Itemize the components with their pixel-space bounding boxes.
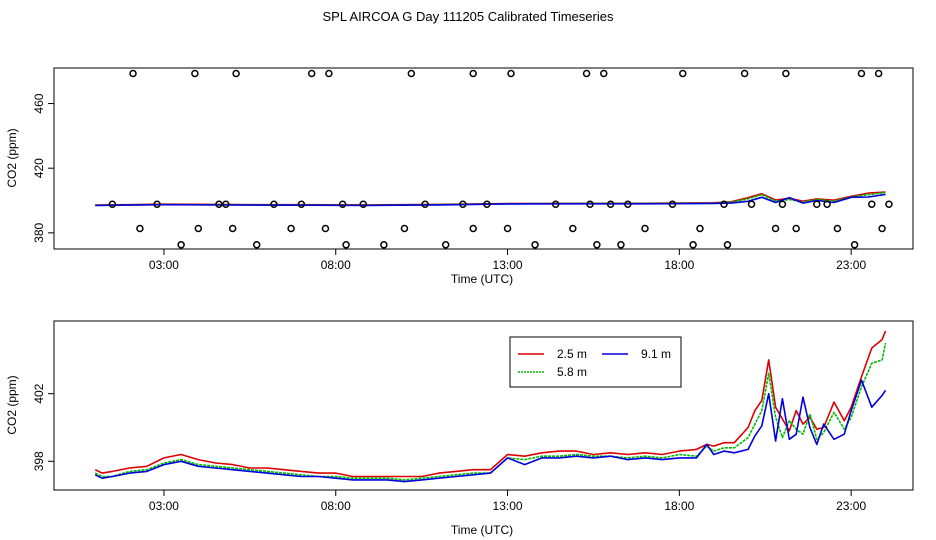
calibration-point xyxy=(792,224,800,233)
calibration-point xyxy=(624,200,632,208)
calibration-point-high xyxy=(469,69,477,78)
calibration-point xyxy=(228,224,237,233)
calibration-point xyxy=(593,241,601,249)
calibration-point-high xyxy=(782,69,790,78)
calibration-point xyxy=(483,200,491,208)
calibration-point xyxy=(833,224,842,233)
calibration-point xyxy=(696,224,704,233)
calibration-point xyxy=(668,200,677,208)
calibration-point xyxy=(503,224,512,233)
bottom-series-line-9-1-m xyxy=(94,379,887,483)
calibration-point xyxy=(813,200,821,208)
calibration-point xyxy=(287,224,295,233)
bottom-x-tick-label: 23:00 xyxy=(836,499,866,513)
legend-box xyxy=(509,336,682,388)
top-x-tick-label: 08:00 xyxy=(321,258,351,272)
bottom-plot-frame xyxy=(53,320,914,491)
top-plot-marks: 03:00 08:00 13:00 18:00 23:00 380 420 460 xyxy=(32,69,893,272)
bottom-x-tick-label: 18:00 xyxy=(664,499,694,513)
top-y-axis-label: CO2 (ppm) xyxy=(5,128,19,187)
calibration-point xyxy=(720,200,728,208)
calibration-point xyxy=(878,224,886,233)
calibration-point xyxy=(606,200,615,208)
calibration-point xyxy=(569,224,577,233)
legend-label-5-8m: 5.8 m xyxy=(557,365,587,379)
calibration-point xyxy=(321,224,330,233)
calibration-point-high xyxy=(232,69,240,78)
bottom-x-tick-label: 13:00 xyxy=(493,499,523,513)
top-x-tick-label: 13:00 xyxy=(493,258,523,272)
top-y-tick-label: 380 xyxy=(32,223,46,243)
calibration-point xyxy=(723,241,732,249)
calibration-point-high xyxy=(740,69,749,78)
bottom-series-line-2-5-m xyxy=(94,330,887,478)
top-y-tick-label: 460 xyxy=(32,93,46,113)
calibration-point-high xyxy=(325,69,333,78)
legend-label-9-1m: 9.1 m xyxy=(641,347,671,361)
calibration-point xyxy=(747,200,756,208)
calibration-point xyxy=(689,241,697,249)
calibration-point xyxy=(270,200,278,208)
chart-title: SPL AIRCOA G Day 111205 Calibrated Times… xyxy=(322,9,614,24)
top-x-tick-label: 03:00 xyxy=(149,258,179,272)
calibration-point xyxy=(400,224,409,233)
top-plot-frame xyxy=(53,67,914,250)
calibration-point xyxy=(108,200,117,208)
calibration-point xyxy=(359,200,367,208)
calibration-point xyxy=(380,241,388,249)
calibration-point xyxy=(469,224,477,233)
calibration-point xyxy=(194,224,203,233)
calibration-point-high xyxy=(874,69,883,78)
calibration-point xyxy=(297,200,306,208)
calibration-point-high xyxy=(307,69,316,78)
calibration-point xyxy=(778,200,787,208)
bottom-x-axis-label: Time (UTC) xyxy=(451,523,513,537)
calibration-point xyxy=(885,200,893,208)
calibration-point xyxy=(177,241,185,249)
calibration-point xyxy=(823,200,831,208)
calibration-point xyxy=(551,200,560,208)
calibration-point xyxy=(342,241,350,249)
legend-label-2-5m: 2.5 m xyxy=(557,347,587,361)
calibration-point-high xyxy=(507,69,515,78)
legend: 2.5 m 5.8 m 9.1 m xyxy=(509,336,682,388)
calibration-point xyxy=(136,224,144,233)
calibration-point xyxy=(641,224,649,233)
calibration-point xyxy=(153,200,161,208)
calibration-point xyxy=(222,200,230,208)
calibration-point xyxy=(868,200,876,208)
calibration-point xyxy=(421,200,429,208)
calibration-point xyxy=(586,200,594,208)
calibration-point-high xyxy=(600,69,608,78)
calibration-point xyxy=(531,241,539,249)
calibration-point xyxy=(459,200,467,208)
bottom-x-tick-label: 08:00 xyxy=(321,499,351,513)
calibration-point xyxy=(441,241,450,249)
calibration-point xyxy=(771,224,780,233)
top-x-axis-label: Time (UTC) xyxy=(451,272,513,286)
calibration-point-high xyxy=(679,69,687,78)
calibration-point xyxy=(850,241,859,249)
top-y-tick-label: 420 xyxy=(32,158,46,178)
calibration-point xyxy=(617,241,625,249)
calibration-point-high xyxy=(129,69,137,78)
top-x-tick-label: 23:00 xyxy=(836,258,866,272)
calibration-point-high xyxy=(857,69,866,78)
calibration-point-high xyxy=(407,69,416,78)
bottom-series-line-5-8-m xyxy=(94,342,887,481)
bottom-y-axis-label: CO2 (ppm) xyxy=(5,375,19,434)
bottom-y-tick-label: 398 xyxy=(32,451,46,471)
bottom-x-tick-label: 03:00 xyxy=(149,499,179,513)
calibration-point-high xyxy=(582,69,591,78)
calibration-point xyxy=(338,200,347,208)
calibration-point-high xyxy=(191,69,199,78)
calibration-point xyxy=(252,241,261,249)
bottom-plot-marks: 03:00 08:00 13:00 18:00 23:00 398 402 xyxy=(32,330,887,513)
bottom-y-tick-label: 402 xyxy=(32,383,46,403)
calibration-point xyxy=(215,200,223,208)
top-x-tick-label: 18:00 xyxy=(664,258,694,272)
